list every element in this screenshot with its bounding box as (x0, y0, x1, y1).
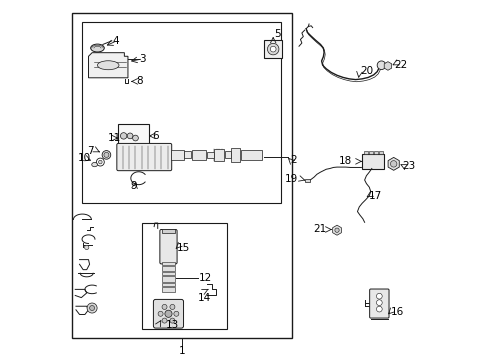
Circle shape (132, 135, 138, 141)
Bar (305, 179, 309, 182)
Circle shape (389, 161, 396, 167)
FancyBboxPatch shape (153, 300, 183, 328)
Text: 13: 13 (165, 320, 179, 329)
Bar (162, 287, 175, 292)
Text: 22: 22 (394, 59, 407, 69)
Bar (207, 152, 213, 158)
Text: 19: 19 (285, 174, 298, 184)
Text: 4: 4 (112, 36, 119, 45)
Bar (162, 272, 175, 275)
Circle shape (376, 300, 382, 306)
Circle shape (174, 311, 179, 316)
Bar (362, 154, 384, 168)
Circle shape (334, 228, 339, 232)
Text: 18: 18 (338, 156, 351, 166)
Bar (162, 229, 175, 233)
Circle shape (84, 245, 89, 249)
Circle shape (89, 306, 94, 311)
Circle shape (376, 306, 382, 312)
Text: 21: 21 (313, 225, 326, 234)
Circle shape (376, 61, 385, 69)
Bar (162, 266, 175, 271)
Text: 12: 12 (199, 273, 212, 283)
Bar (214, 149, 224, 161)
Circle shape (164, 310, 172, 318)
Bar (72, 13, 292, 338)
Bar (184, 151, 191, 158)
Text: 11: 11 (107, 133, 121, 143)
Bar (82, 22, 281, 203)
Text: 6: 6 (152, 131, 158, 141)
Bar (373, 151, 377, 154)
Text: 2: 2 (289, 155, 296, 165)
Bar (162, 262, 175, 265)
Text: 1: 1 (178, 346, 184, 356)
Bar (231, 148, 240, 162)
Polygon shape (88, 53, 128, 78)
Ellipse shape (92, 162, 97, 167)
Bar (142, 223, 226, 329)
Text: 16: 16 (389, 307, 403, 317)
Ellipse shape (90, 44, 104, 52)
Text: 3: 3 (139, 54, 146, 64)
Ellipse shape (97, 61, 119, 70)
Circle shape (120, 133, 126, 139)
Circle shape (162, 305, 167, 310)
Text: 5: 5 (273, 30, 280, 39)
Text: 20: 20 (359, 66, 372, 76)
Circle shape (270, 46, 276, 52)
Circle shape (169, 318, 175, 323)
Bar (192, 149, 206, 160)
Circle shape (267, 43, 278, 55)
Bar (224, 151, 230, 158)
Bar (171, 150, 183, 160)
Text: 10: 10 (78, 153, 91, 163)
Circle shape (162, 318, 167, 323)
Text: 23: 23 (402, 161, 415, 171)
Text: 9: 9 (130, 181, 136, 192)
Circle shape (102, 150, 110, 159)
Text: 14: 14 (197, 293, 210, 303)
Bar (162, 283, 175, 286)
Bar (363, 151, 367, 154)
FancyBboxPatch shape (369, 289, 388, 318)
Circle shape (169, 305, 175, 310)
Bar (264, 40, 282, 58)
Circle shape (127, 133, 133, 139)
FancyBboxPatch shape (117, 143, 171, 171)
Bar (368, 151, 372, 154)
Bar (162, 276, 175, 282)
Bar (118, 125, 148, 144)
Text: 17: 17 (368, 191, 382, 201)
Circle shape (99, 160, 102, 164)
Circle shape (104, 152, 109, 157)
FancyBboxPatch shape (160, 229, 177, 264)
Bar (378, 151, 382, 154)
Circle shape (376, 293, 382, 299)
Text: 15: 15 (177, 243, 190, 253)
Circle shape (87, 303, 97, 313)
Text: 8: 8 (136, 76, 142, 86)
Text: 7: 7 (87, 145, 93, 156)
Circle shape (158, 311, 163, 316)
Bar (241, 149, 262, 160)
